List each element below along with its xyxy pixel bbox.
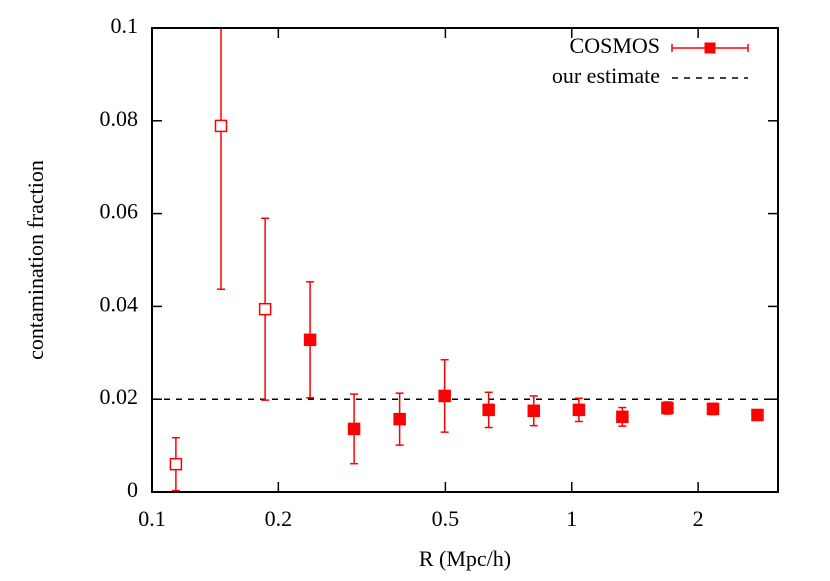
plot-frame xyxy=(151,27,779,493)
error-point xyxy=(438,359,451,433)
marker xyxy=(214,119,228,133)
marker xyxy=(347,422,361,436)
x-tick-label: 0.2 xyxy=(265,506,293,531)
marker xyxy=(527,404,541,418)
marker xyxy=(393,412,406,426)
error-point xyxy=(214,28,228,290)
legend-label: COSMOS xyxy=(570,33,660,58)
y-tick-label: 0 xyxy=(127,477,138,502)
marker xyxy=(303,333,317,347)
marker xyxy=(482,403,495,417)
error-point xyxy=(527,395,541,427)
marker xyxy=(258,302,272,316)
marker xyxy=(751,408,764,422)
x-tick-label: 0.5 xyxy=(432,506,460,531)
x-tick-label: 2 xyxy=(693,506,704,531)
x-tick-label: 0.1 xyxy=(138,506,166,531)
marker xyxy=(706,402,720,416)
y-tick-label: 0.08 xyxy=(100,106,139,131)
error-point xyxy=(393,392,406,446)
error-point xyxy=(616,406,629,427)
marker xyxy=(572,403,586,417)
y-tick-label: 0.02 xyxy=(100,384,139,409)
marker xyxy=(438,389,451,403)
error-point xyxy=(751,408,764,422)
marker xyxy=(661,401,674,415)
error-point xyxy=(482,391,495,429)
marker xyxy=(616,410,629,424)
error-point xyxy=(303,281,317,399)
error-point xyxy=(169,436,183,492)
y-axis-label: contamination fraction xyxy=(23,160,48,360)
error-point xyxy=(572,397,586,423)
y-tick-label: 0.06 xyxy=(100,199,139,224)
error-point xyxy=(347,393,361,465)
y-tick-label: 0.1 xyxy=(111,13,139,38)
x-axis-label: R (Mpc/h) xyxy=(419,546,511,571)
x-tick-label: 1 xyxy=(566,506,577,531)
plot-area xyxy=(152,28,778,492)
error-point xyxy=(661,401,674,415)
error-point xyxy=(258,217,272,401)
legend-label: our estimate xyxy=(552,63,660,88)
error-point xyxy=(706,402,720,416)
legend-marker xyxy=(704,42,716,54)
marker xyxy=(169,457,183,471)
y-tick-label: 0.04 xyxy=(100,291,139,316)
